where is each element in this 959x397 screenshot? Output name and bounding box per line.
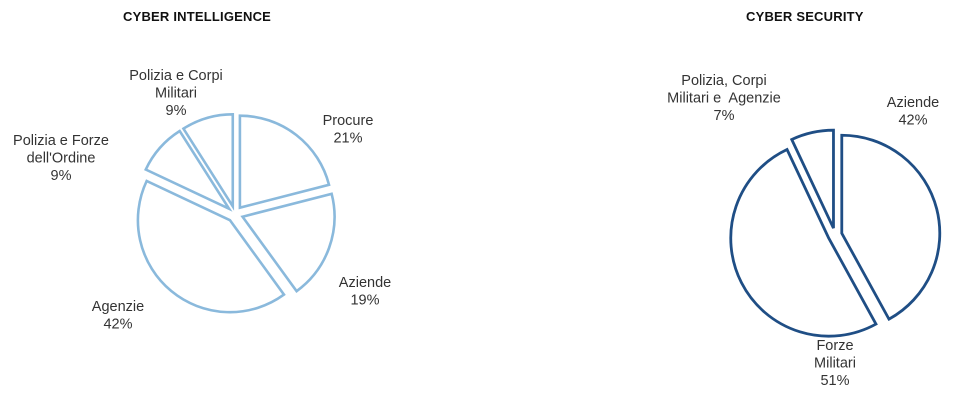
slice-label: Polizia e Forze dell'Ordine 9% — [13, 133, 109, 184]
pie-slice — [840, 133, 942, 322]
slice-label: Polizia e Corpi Militari 9% — [129, 68, 223, 119]
slice-label: Polizia, Corpi Militari e Agenzie 7% — [667, 73, 781, 124]
slice-label: Forze Militari 51% — [814, 338, 856, 389]
slice-label: Aziende 42% — [887, 95, 939, 129]
pie-chart: Procure 21% Aziende 19% Agenzie 42% Polizia e … — [13, 68, 391, 333]
pie-slice — [789, 128, 835, 229]
pie-slice — [240, 192, 336, 293]
chart-title: CYBER SECURITY — [746, 9, 864, 24]
pie-chart: Aziende 42% Forze Militari 51% Polizia, Corpi… — [667, 73, 942, 389]
pie-slice — [181, 113, 235, 211]
cyber-security-chart: CYBER SECURITY Aziende 42% Forze Militari 51… — [480, 0, 959, 397]
slice-label: Agenzie 42% — [92, 299, 144, 333]
pie-slice — [238, 114, 331, 210]
pie-slice — [136, 179, 286, 314]
chart-title: CYBER INTELLIGENCE — [123, 9, 272, 24]
pie-slice — [144, 129, 233, 212]
cyber-intelligence-chart: CYBER INTELLIGENCE Procure 21% Aziende 19% A… — [13, 9, 391, 333]
slice-label: Procure 21% — [323, 113, 374, 147]
slice-label: Aziende 19% — [339, 275, 391, 309]
pie-slice — [729, 147, 878, 338]
